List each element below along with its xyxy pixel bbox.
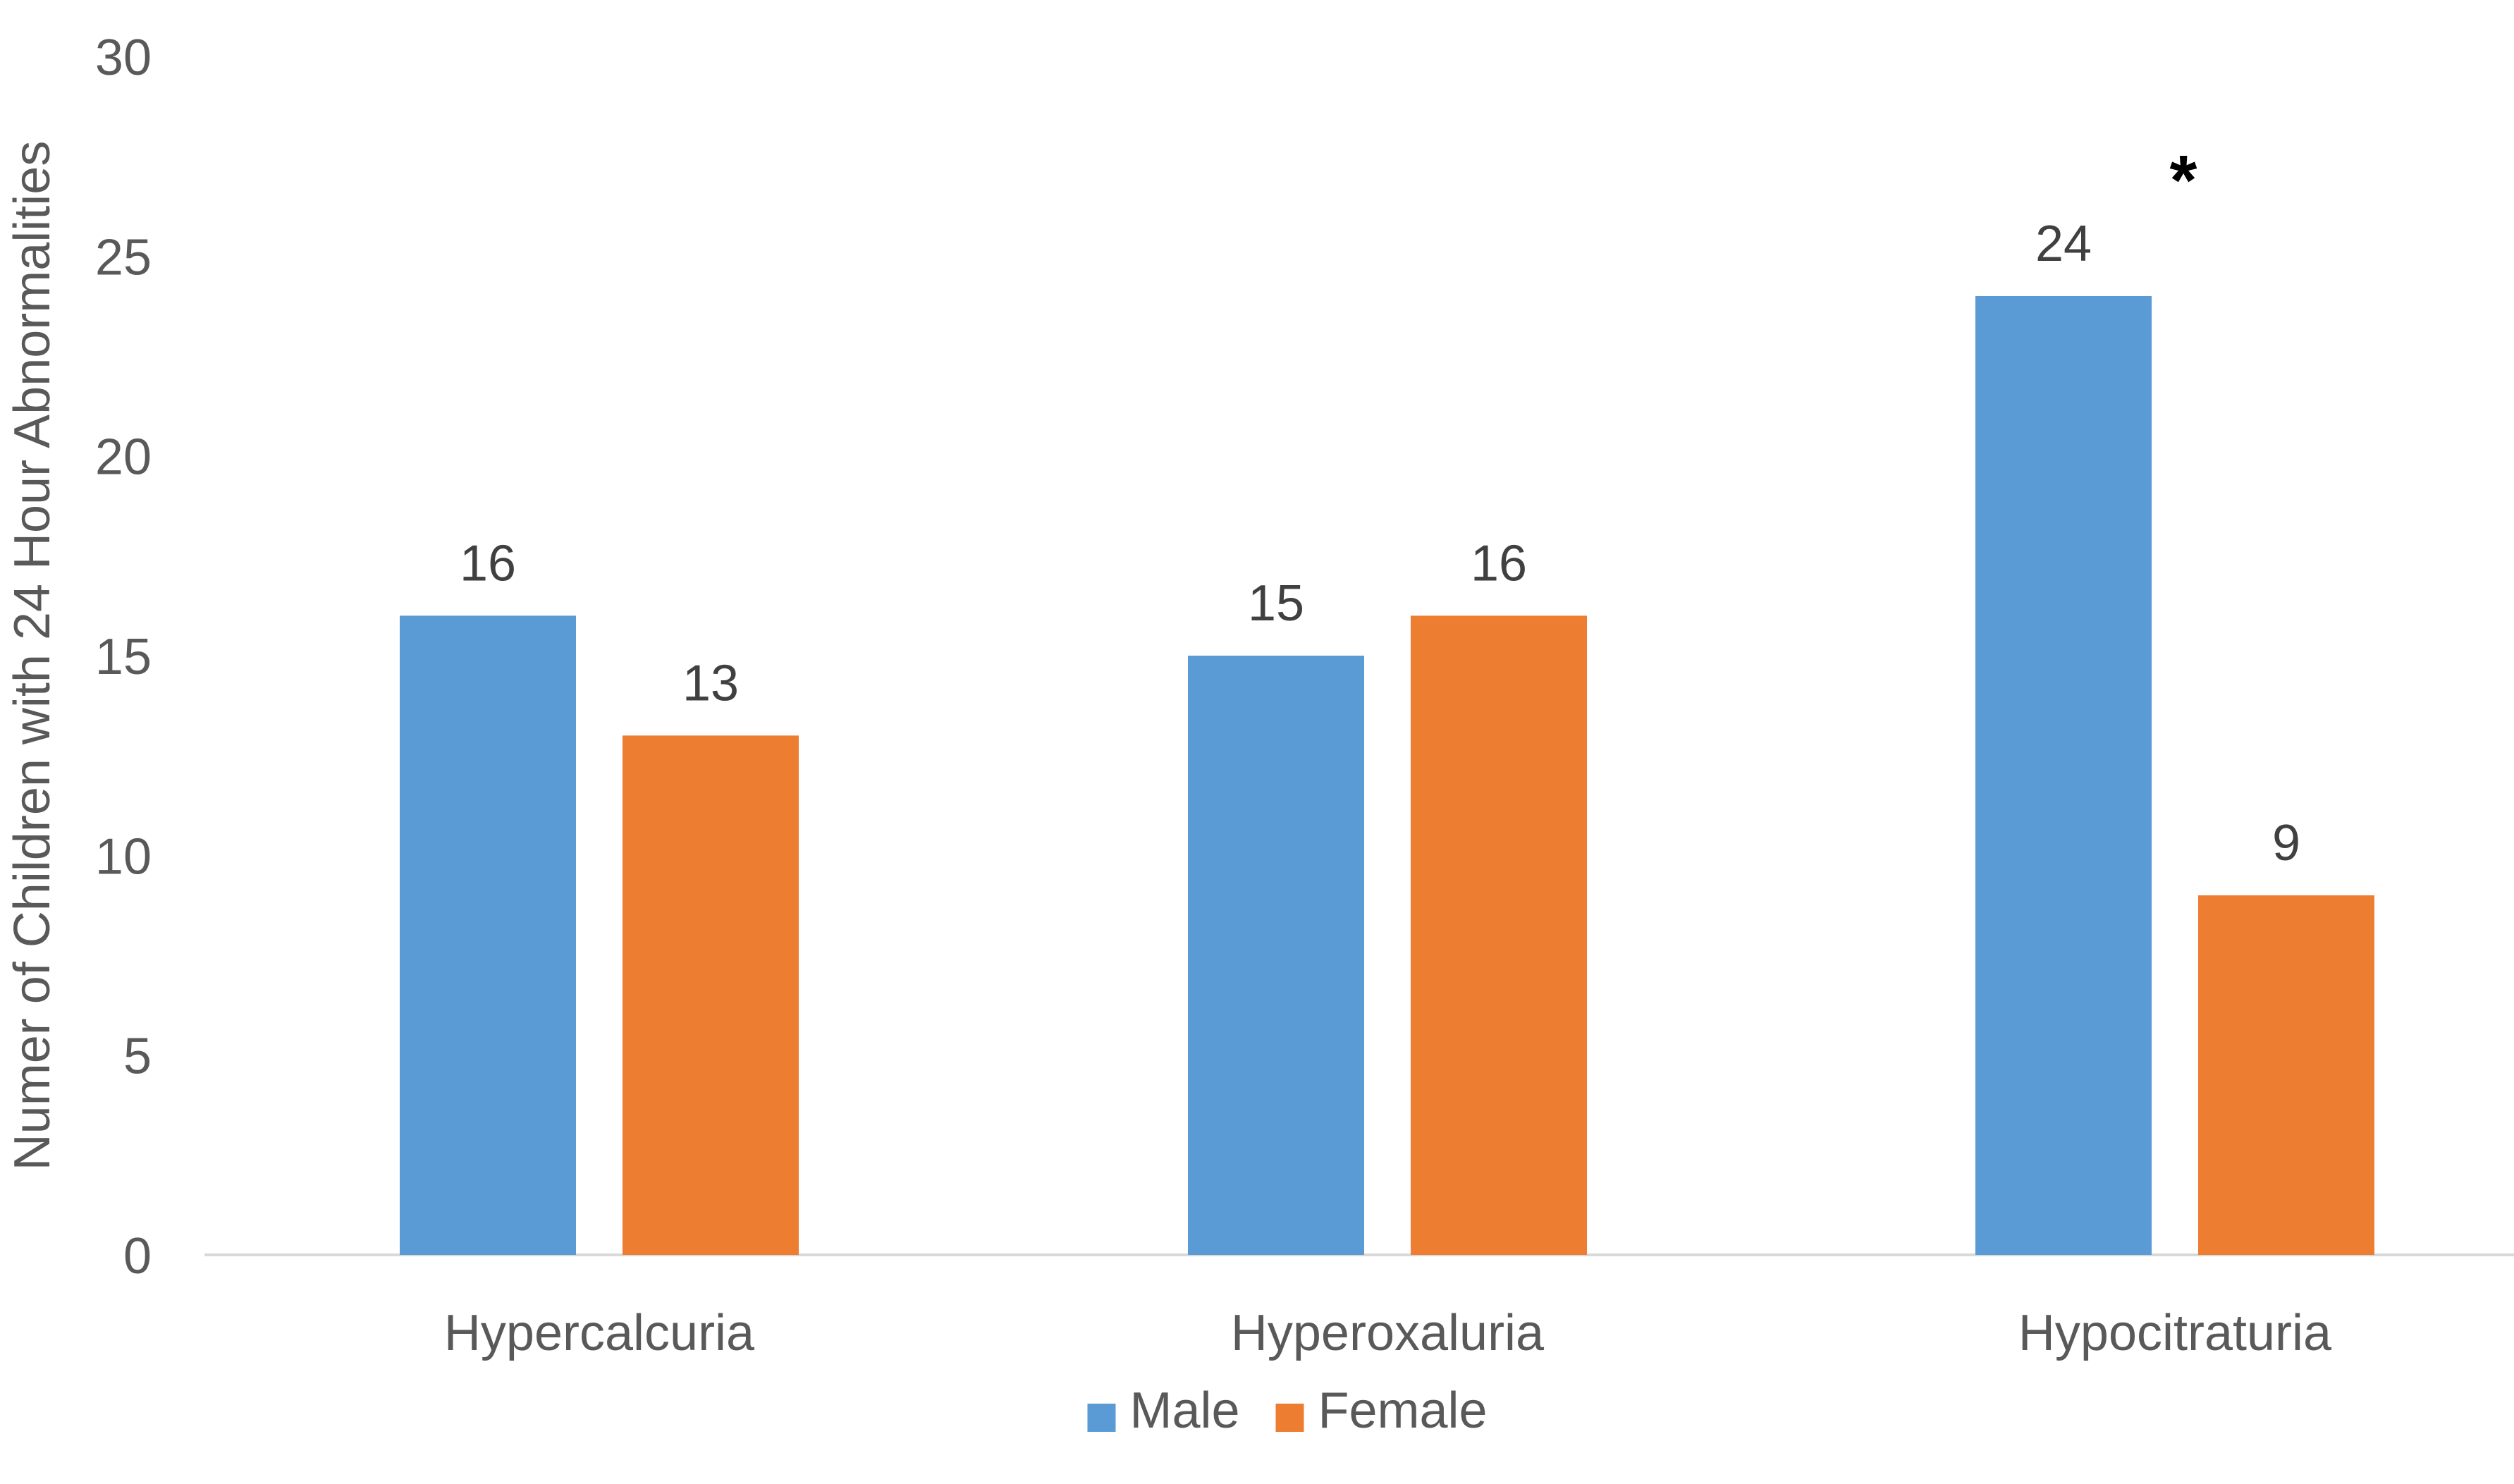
y-tick-label-15: 15: [95, 629, 152, 685]
data-label-female-hypocitraturia: 9: [2272, 815, 2300, 871]
legend-swatch-male: [1087, 1404, 1116, 1432]
x-category-label-hypercalcuria: Hypercalcuria: [444, 1305, 755, 1361]
bars: [400, 296, 2374, 1255]
data-label-female-hyperoxaluria: 16: [1471, 535, 1527, 591]
y-tick-label-20: 20: [95, 429, 152, 486]
bar-female-hypercalcuria: [623, 735, 799, 1255]
x-category-label-hypocitraturia: Hypocitraturia: [2018, 1305, 2332, 1361]
y-tick-label-10: 10: [95, 828, 152, 885]
annotation-asterisk: *: [2170, 141, 2197, 220]
data-label-male-hypocitraturia: 24: [2035, 216, 2092, 272]
y-tick-label-25: 25: [95, 229, 152, 286]
data-label-male-hypercalcuria: 16: [460, 535, 516, 591]
bar-male-hypocitraturia: [1975, 296, 2152, 1255]
annotations: *: [2170, 141, 2197, 220]
legend-label-male: Male: [1130, 1382, 1240, 1439]
bar-male-hypercalcuria: [400, 615, 576, 1255]
y-tick-label-5: 5: [123, 1029, 152, 1085]
bar-male-hyperoxaluria: [1188, 656, 1364, 1255]
x-category-label-hyperoxaluria: Hyperoxaluria: [1231, 1305, 1545, 1361]
y-tick-label-0: 0: [123, 1228, 152, 1284]
legend-label-female: Female: [1318, 1382, 1488, 1439]
bar-female-hyperoxaluria: [1411, 615, 1587, 1255]
x-axis-categories: Hypercalcuria Hyperoxaluria Hypocitraturia: [444, 1305, 2332, 1361]
data-label-male-hyperoxaluria: 15: [1248, 575, 1304, 632]
y-axis-title: Numer of Children with 24 Hour Abnormali…: [4, 141, 61, 1171]
legend: Male Female: [1087, 1382, 1488, 1439]
data-label-female-hypercalcuria: 13: [682, 655, 739, 711]
bar-female-hypocitraturia: [2198, 895, 2374, 1255]
legend-swatch-female: [1275, 1404, 1304, 1432]
y-tick-label-30: 30: [95, 30, 152, 86]
data-labels: 16 13 15 16 24 9: [460, 216, 2300, 871]
y-axis-ticks: 0 5 10 15 20 25 30: [95, 30, 152, 1284]
